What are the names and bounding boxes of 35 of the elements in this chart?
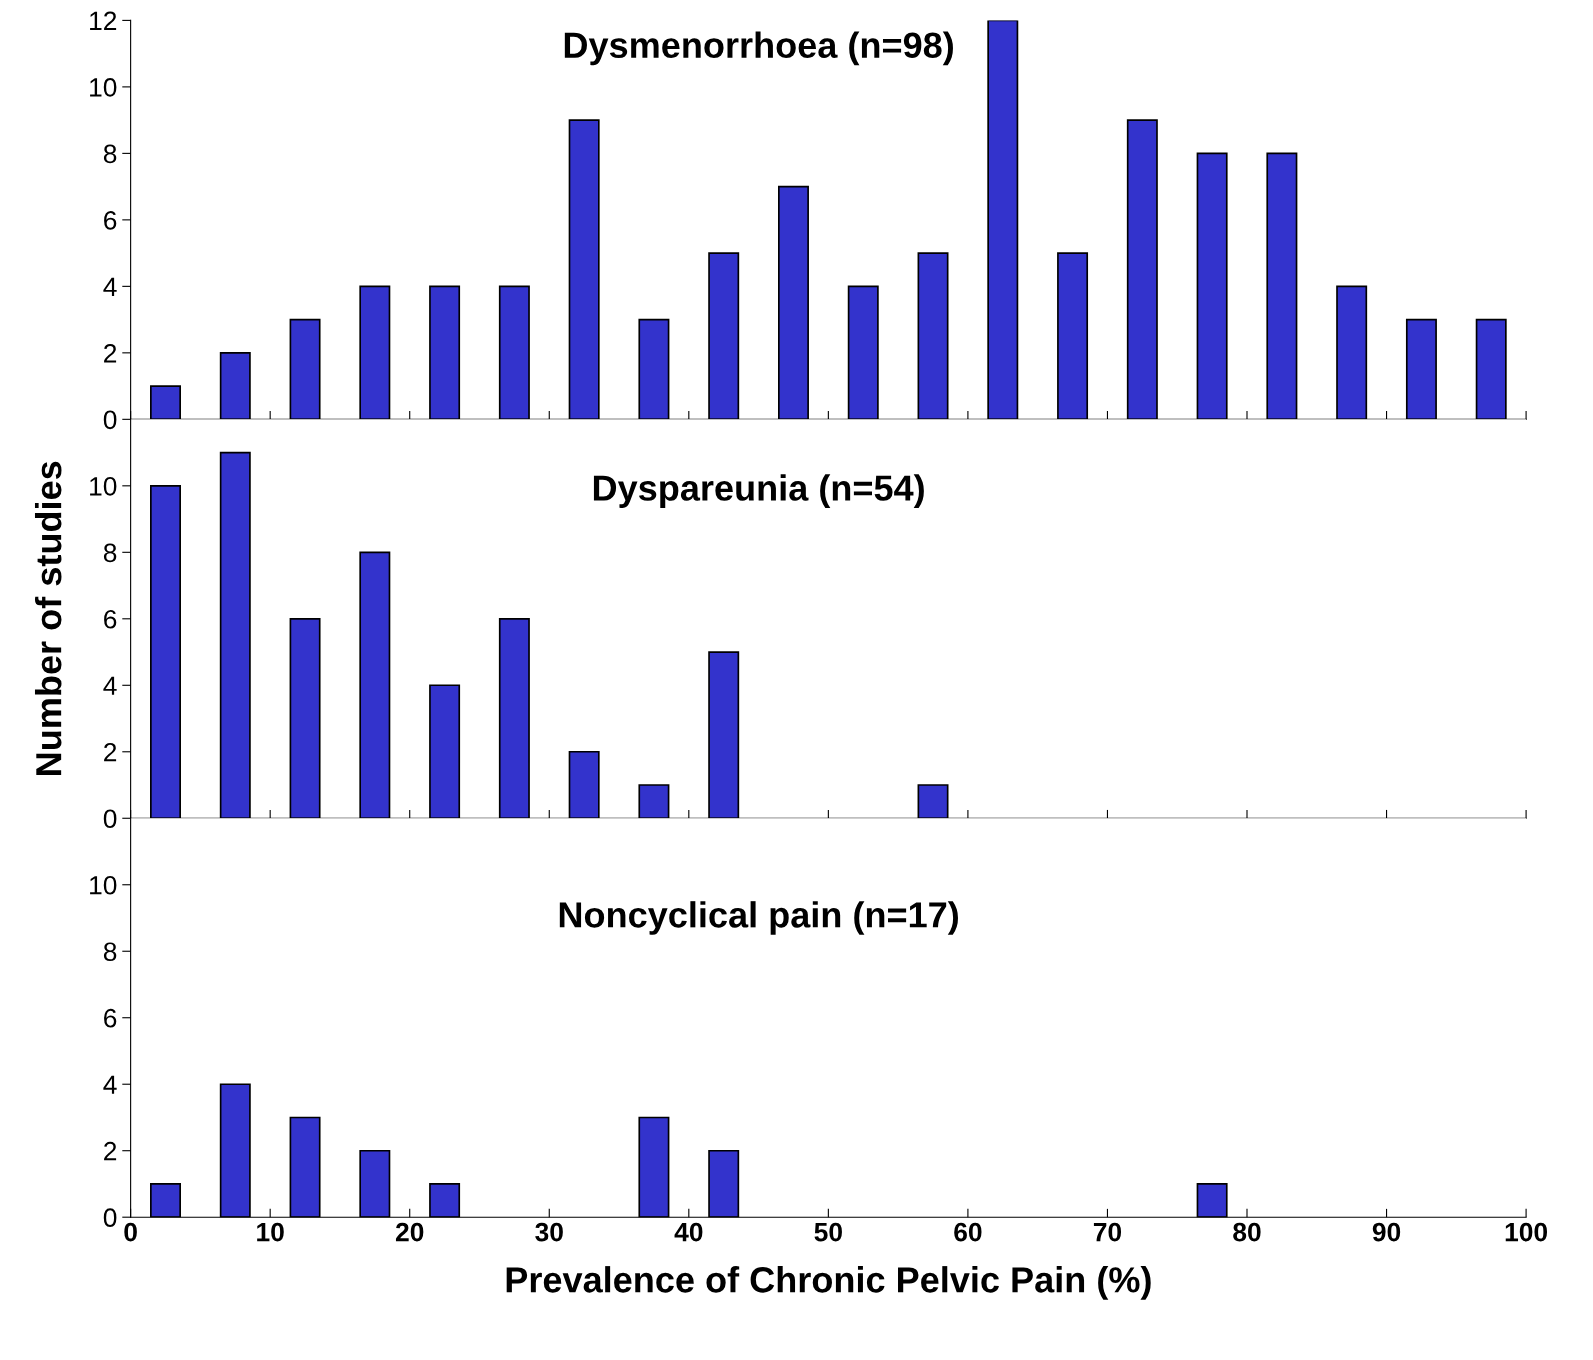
y-tick-label: 8 bbox=[103, 942, 117, 962]
text: Noncyclical pain (n=17) bbox=[559, 901, 958, 935]
y-tick-label: 0 bbox=[103, 1208, 117, 1228]
text: Dyspareunia (n=54) bbox=[593, 474, 924, 508]
y-tick-label: 12 bbox=[90, 11, 117, 30]
x-tick-label: 50 bbox=[814, 1222, 842, 1242]
x-tick-label: 60 bbox=[954, 1222, 982, 1242]
x-tick-label: 100 bbox=[1505, 1222, 1548, 1242]
y-tick-label: 4 bbox=[103, 277, 117, 296]
y-axis-title: Number of studies bbox=[34, 461, 62, 775]
x-tick-label: 10 bbox=[257, 1222, 284, 1242]
y-tick-label: 10 bbox=[90, 875, 117, 895]
y-tick-label: 10 bbox=[90, 78, 117, 97]
x-axis-title: Prevalence of Chronic Pelvic Pain (%) bbox=[506, 1266, 1151, 1300]
y-tick-label: 0 bbox=[103, 809, 117, 829]
y-tick-label: 4 bbox=[103, 1075, 117, 1094]
y-tick-label: 4 bbox=[103, 676, 117, 695]
x-tick-label: 40 bbox=[674, 1222, 703, 1242]
y-tick-label: 6 bbox=[104, 609, 117, 629]
y-tick-label: 8 bbox=[103, 144, 117, 164]
x-tick-label: 0 bbox=[124, 1222, 137, 1242]
chart-title: Dysmenorrhoea (n=98) bbox=[564, 31, 953, 66]
y-tick-label: 8 bbox=[103, 543, 117, 563]
y-tick-label: 6 bbox=[104, 211, 117, 230]
y-tick-label: 2 bbox=[104, 742, 117, 762]
y-tick-label: 2 bbox=[104, 1141, 117, 1161]
x-tick-label: 80 bbox=[1233, 1222, 1261, 1242]
x-tick-label: 30 bbox=[535, 1222, 563, 1242]
x-tick-label: 90 bbox=[1372, 1222, 1401, 1242]
y-tick-label: 0 bbox=[103, 410, 117, 430]
y-tick-label: 2 bbox=[104, 343, 117, 363]
y-tick-label: 10 bbox=[90, 476, 117, 496]
x-tick-label: 70 bbox=[1093, 1222, 1122, 1242]
x-tick-label: 20 bbox=[395, 1222, 424, 1242]
y-tick-label: 6 bbox=[104, 1008, 117, 1028]
